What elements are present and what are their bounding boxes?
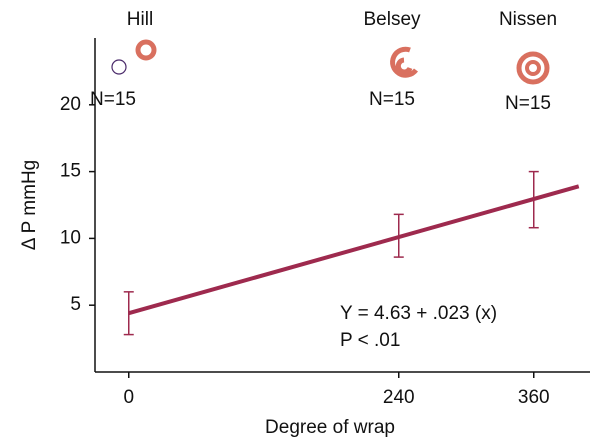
annotation: P < .01 [340,330,400,351]
y-tick-label: 10 [60,227,81,248]
y-tick-label: 15 [60,161,81,182]
fit-line [128,184,580,316]
error-bar [393,213,404,258]
group-label: Hill [127,9,153,30]
wrap-icons [111,39,550,85]
y-axis-label: Δ P mmHg [19,160,40,250]
group-label: Belsey [363,9,421,30]
group-count: N=15 [505,93,551,114]
error-bar [528,170,539,229]
error-bar [123,291,134,336]
group-label: Nissen [499,9,557,30]
y-tick-label: 5 [70,294,81,315]
x-axis-label: Degree of wrap [265,417,395,438]
group-count: N=15 [90,89,136,110]
group-count: N=15 [369,89,415,110]
x-tick-label: 240 [383,387,415,408]
annotation: Y = 4.63 + .023 (x) [340,303,497,324]
y-tick-label: 20 [60,94,81,115]
x-tick-label: 360 [518,387,550,408]
x-tick-label: 0 [123,387,134,408]
